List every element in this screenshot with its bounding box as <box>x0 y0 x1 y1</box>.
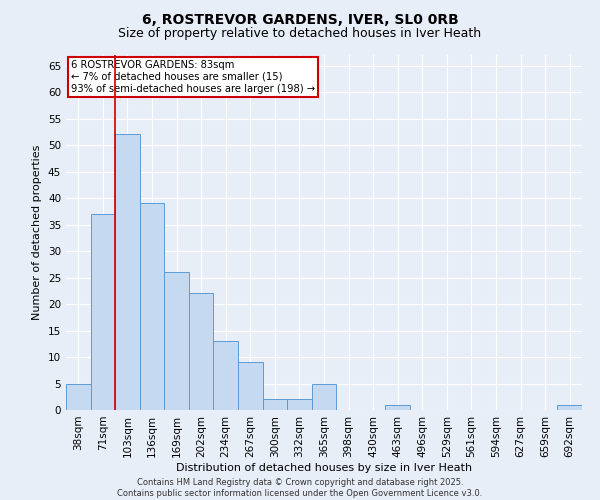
Text: Contains HM Land Registry data © Crown copyright and database right 2025.
Contai: Contains HM Land Registry data © Crown c… <box>118 478 482 498</box>
Bar <box>287 400 312 410</box>
Bar <box>557 404 582 410</box>
Y-axis label: Number of detached properties: Number of detached properties <box>32 145 43 320</box>
Bar <box>214 341 238 410</box>
Bar <box>164 272 189 410</box>
Bar <box>238 362 263 410</box>
Bar <box>312 384 336 410</box>
Bar <box>66 384 91 410</box>
Text: 6 ROSTREVOR GARDENS: 83sqm
← 7% of detached houses are smaller (15)
93% of semi-: 6 ROSTREVOR GARDENS: 83sqm ← 7% of detac… <box>71 60 315 94</box>
X-axis label: Distribution of detached houses by size in Iver Heath: Distribution of detached houses by size … <box>176 462 472 472</box>
Bar <box>189 294 214 410</box>
Bar <box>91 214 115 410</box>
Text: Size of property relative to detached houses in Iver Heath: Size of property relative to detached ho… <box>118 28 482 40</box>
Bar <box>140 204 164 410</box>
Bar <box>385 404 410 410</box>
Bar <box>115 134 140 410</box>
Text: 6, ROSTREVOR GARDENS, IVER, SL0 0RB: 6, ROSTREVOR GARDENS, IVER, SL0 0RB <box>142 12 458 26</box>
Bar <box>263 400 287 410</box>
